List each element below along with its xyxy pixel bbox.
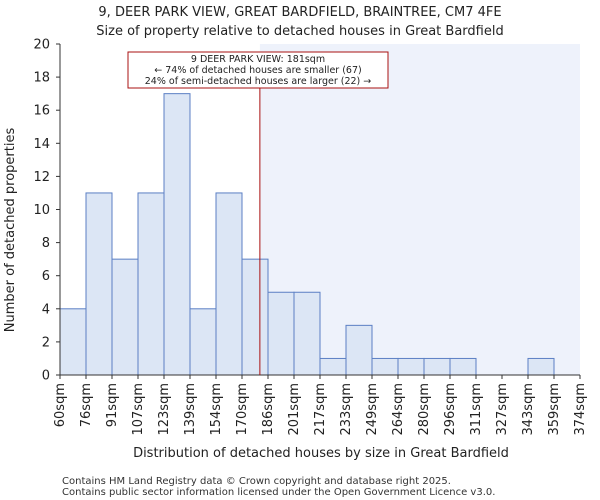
y-tick-label-6: 6 [42,269,50,284]
x-tick-label-296sqm: 296sqm [443,383,458,436]
x-tick-label-107sqm: 107sqm [131,383,146,436]
x-ticks-group: 60sqm 76sqm 91sqm 107sqm 123sqm 139sqm 154sqm 1… [53,375,588,436]
bar-249sqm [371,357,399,376]
bar-201sqm [293,291,321,376]
x-tick-label-76sqm: 76sqm [79,383,94,427]
chart-title-line1: 9, DEER PARK VIEW, GREAT BARDFIELD, BRAI… [98,5,501,20]
x-tick-label-233sqm: 233sqm [339,383,354,436]
y-tick-label-8: 8 [42,236,50,251]
annotation-box: 9 DEER PARK VIEW: 181sqm ← 74% of detach… [127,51,389,89]
x-tick-label-154sqm: 154sqm [209,383,224,436]
bar-264sqm [397,357,425,376]
y-tick-label-14: 14 [33,137,50,152]
x-tick-label-280sqm: 280sqm [417,383,432,436]
x-tick-label-343sqm: 343sqm [521,383,536,436]
y-tick-label-16: 16 [33,104,50,119]
bar-107sqm [137,192,165,376]
annotation-frame [127,51,389,89]
x-tick-label-201sqm: 201sqm [287,383,302,436]
y-tick-label-12: 12 [33,170,50,185]
x-tick-label-264sqm: 264sqm [391,383,406,436]
bar-217sqm [319,357,347,376]
y-tick-label-18: 18 [33,71,50,86]
y-ticks-group: 0 2 4 6 8 10 12 14 16 18 20 [33,38,60,384]
x-tick-label-249sqm: 249sqm [365,383,380,436]
x-tick-label-327sqm: 327sqm [495,383,510,436]
bar-76sqm [85,192,113,376]
x-tick-label-60sqm: 60sqm [53,383,68,427]
y-tick-label-0: 0 [42,369,50,384]
bars-group [59,93,555,376]
x-tick-label-170sqm: 170sqm [235,383,250,436]
x-tick-label-139sqm: 139sqm [183,383,198,436]
bar-154sqm [215,192,243,376]
x-tick-label-217sqm: 217sqm [313,383,328,436]
bar-123sqm [163,93,191,376]
x-tick-label-374sqm: 374sqm [573,383,588,436]
bar-60sqm [59,308,87,376]
y-tick-label-20: 20 [33,38,50,53]
footer-line2: Contains public sector information licen… [62,487,495,498]
x-tick-label-186sqm: 186sqm [261,383,276,436]
bar-343sqm [527,357,555,376]
y-tick-label-2: 2 [42,335,50,350]
annotation-line2: ← 74% of detached houses are smaller (67… [154,65,361,76]
bar-91sqm [111,258,139,376]
y-tick-label-4: 4 [42,302,50,317]
footer-line1: Contains HM Land Registry data © Crown c… [62,476,451,487]
x-tick-label-311sqm: 311sqm [469,383,484,436]
chart-title-line2: Size of property relative to detached ho… [96,24,503,39]
y-tick-label-10: 10 [33,203,50,218]
bar-170sqm [241,258,269,376]
x-tick-label-359sqm: 359sqm [547,383,562,436]
bar-233sqm [345,324,373,376]
bar-296sqm [449,357,477,376]
x-axis-label: Distribution of detached houses by size … [133,446,509,461]
x-tick-label-123sqm: 123sqm [157,383,172,436]
x-tick-label-91sqm: 91sqm [105,383,120,427]
y-axis-label: Number of detached properties [3,128,18,333]
annotation-line1: 9 DEER PARK VIEW: 181sqm [191,54,325,65]
annotation-line3: 24% of semi-detached houses are larger (… [145,76,372,87]
bar-280sqm [423,357,451,376]
bar-139sqm [189,308,217,376]
bar-186sqm [267,291,295,376]
